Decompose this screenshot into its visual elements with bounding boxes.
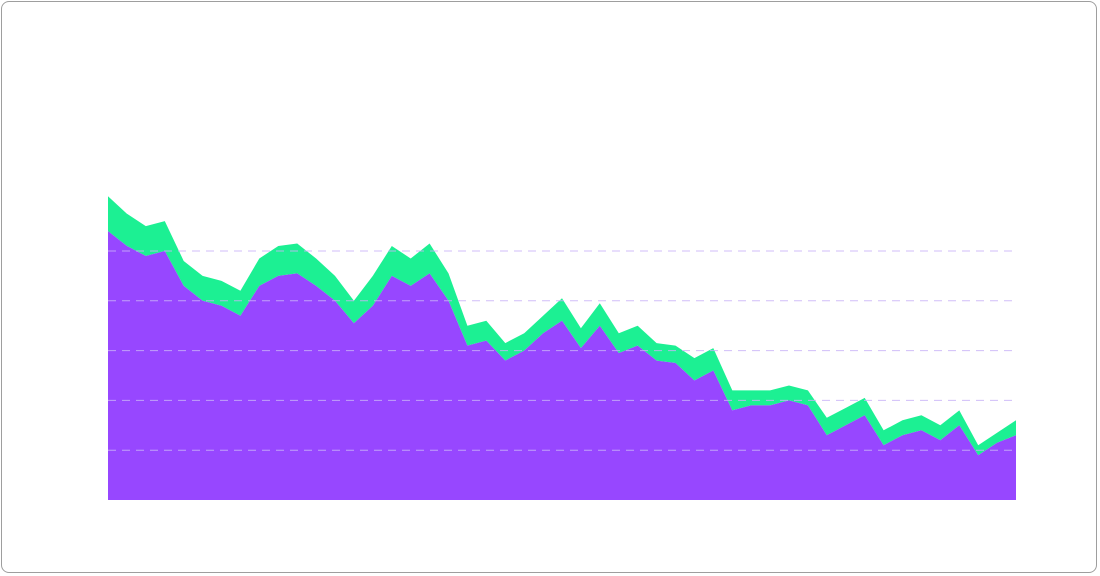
grid-layer (108, 250, 1016, 451)
area-series-bottom (108, 231, 1016, 500)
area-layer (108, 196, 1016, 500)
area-series-top (108, 196, 1016, 456)
